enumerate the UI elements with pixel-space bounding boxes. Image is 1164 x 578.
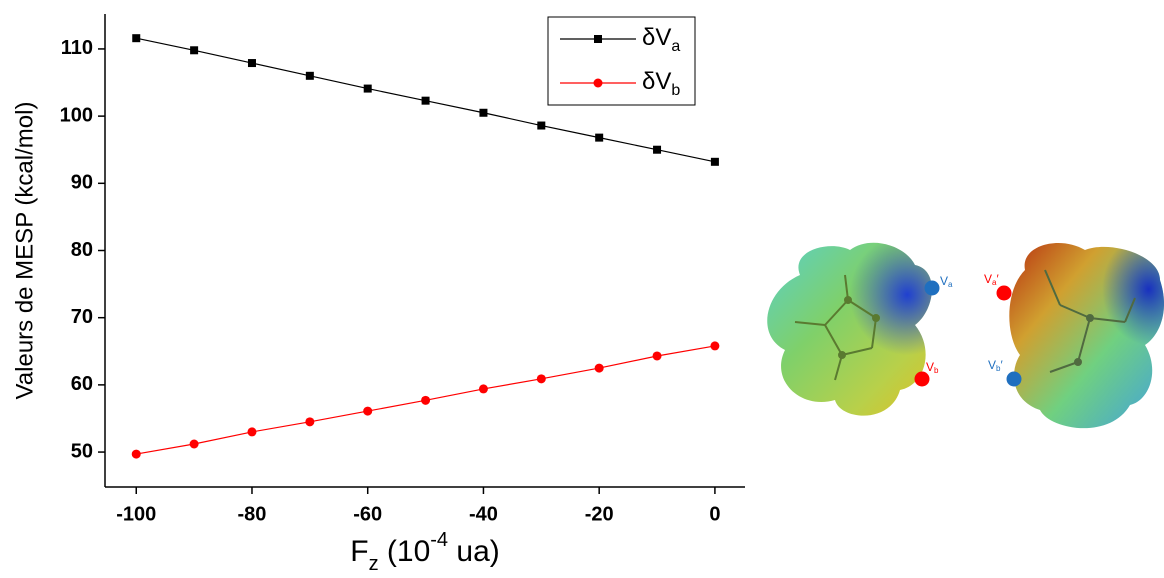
data-point bbox=[537, 121, 546, 130]
x-tick-label: -100 bbox=[116, 503, 156, 525]
data-point bbox=[653, 145, 662, 154]
data-point bbox=[710, 341, 720, 351]
y-tick-label: 80 bbox=[71, 239, 93, 261]
x-tick-label: -40 bbox=[469, 503, 498, 525]
data-point bbox=[363, 406, 373, 416]
data-point bbox=[594, 363, 604, 373]
molecule-left bbox=[767, 242, 932, 416]
y-tick-label: 90 bbox=[71, 172, 93, 194]
legend-marker bbox=[594, 35, 602, 43]
y-tick-label: 100 bbox=[60, 104, 93, 126]
data-point bbox=[652, 351, 662, 361]
data-point bbox=[305, 71, 314, 80]
data-point bbox=[131, 449, 141, 459]
x-axis-label: Fz (10-4 ua) bbox=[350, 529, 500, 575]
site-label: Vb bbox=[926, 360, 939, 375]
data-point bbox=[190, 46, 199, 55]
site-dot bbox=[924, 280, 940, 296]
y-tick-label: 50 bbox=[71, 440, 93, 462]
x-tick-label: -60 bbox=[353, 503, 382, 525]
molecule-right bbox=[1009, 242, 1164, 429]
data-point bbox=[421, 96, 430, 105]
data-point bbox=[536, 374, 546, 384]
data-point bbox=[421, 395, 431, 405]
data-point bbox=[363, 84, 372, 93]
data-point bbox=[478, 384, 488, 394]
x-tick-label: 0 bbox=[709, 503, 720, 525]
data-point bbox=[247, 59, 256, 68]
data-point bbox=[710, 157, 719, 166]
data-point bbox=[479, 108, 488, 117]
x-tick-label: -80 bbox=[238, 503, 267, 525]
legend-label: δVa bbox=[642, 24, 680, 55]
y-tick-label: 60 bbox=[71, 373, 93, 395]
site-label: Va′ bbox=[984, 272, 999, 287]
site-label: Va bbox=[940, 274, 953, 289]
y-tick-label: 70 bbox=[71, 306, 93, 328]
site-label: Vb′ bbox=[988, 358, 1003, 373]
data-point bbox=[247, 427, 257, 437]
data-point bbox=[595, 133, 604, 142]
legend-marker bbox=[593, 78, 603, 88]
site-dot bbox=[1006, 371, 1022, 387]
data-point bbox=[305, 417, 315, 427]
data-point bbox=[189, 439, 199, 449]
y-axis-label: Valeurs de MESP (kcal/mol) bbox=[11, 102, 38, 400]
data-point bbox=[132, 34, 141, 43]
legend-box bbox=[547, 16, 696, 106]
site-dot bbox=[914, 371, 930, 387]
y-tick-label: 110 bbox=[61, 37, 93, 59]
x-tick-label: -20 bbox=[585, 503, 614, 525]
site-dot bbox=[996, 285, 1012, 301]
legend-label: δVb bbox=[642, 68, 680, 99]
